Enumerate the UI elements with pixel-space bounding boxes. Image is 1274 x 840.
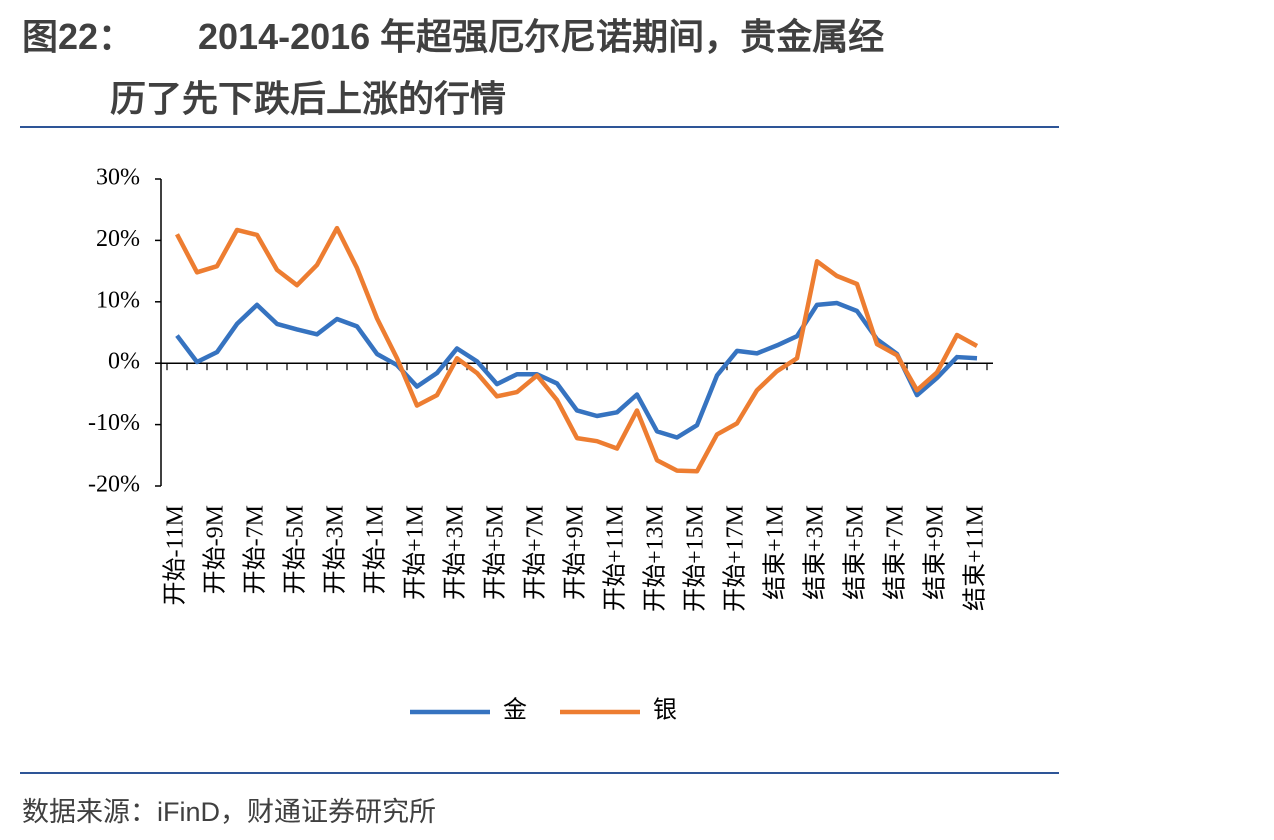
x-tick-label: 开始+15M bbox=[682, 505, 709, 612]
x-tick-label: 结束+1M bbox=[762, 505, 789, 600]
x-tick-label: 结束+5M bbox=[842, 505, 869, 600]
title-line: 2014-2016 年超强厄尔尼诺期间，贵金属经 bbox=[198, 16, 885, 57]
legend-label: 金 bbox=[503, 697, 527, 724]
series-line bbox=[175, 225, 979, 474]
y-tick-label: 30% bbox=[96, 165, 140, 191]
figure-label: 图22： bbox=[22, 16, 135, 57]
y-tick-label: -10% bbox=[88, 410, 140, 436]
bottom-rule bbox=[20, 772, 1059, 774]
x-tick-label: 开始-7M bbox=[242, 505, 269, 594]
x-tick-label: 开始+13M bbox=[642, 505, 669, 612]
y-tick-label: 0% bbox=[108, 349, 140, 375]
legend-label: 银 bbox=[653, 697, 677, 724]
x-tick-label: 开始-11M bbox=[162, 505, 189, 605]
x-tick-label: 开始-1M bbox=[362, 505, 389, 594]
x-tick-label: 开始+11M bbox=[602, 505, 629, 611]
x-tick-label: 开始+5M bbox=[482, 505, 509, 600]
title-line: 历了先下跌后上涨的行情 bbox=[110, 78, 507, 119]
x-tick-label: 结束+11M bbox=[962, 505, 989, 611]
x-tick-label: 开始+17M bbox=[722, 505, 749, 612]
y-tick-label: -20% bbox=[88, 472, 140, 498]
source: 数据来源：iFinD，财通证券研究所 bbox=[22, 797, 437, 827]
x-tick-label: 结束+7M bbox=[882, 505, 909, 600]
x-tick-label: 开始-9M bbox=[202, 505, 229, 594]
x-tick-label: 开始+9M bbox=[562, 505, 589, 600]
x-tick-label: 结束+3M bbox=[802, 505, 829, 600]
x-tick-label: 开始-5M bbox=[282, 505, 309, 594]
x-tick-label: 开始-3M bbox=[322, 505, 349, 594]
y-tick-label: 20% bbox=[96, 226, 140, 252]
series-line bbox=[175, 300, 978, 440]
x-tick-label: 开始+3M bbox=[442, 505, 469, 600]
x-tick-label: 开始+7M bbox=[522, 505, 549, 600]
top-rule bbox=[20, 126, 1059, 128]
x-tick-label: 开始+1M bbox=[402, 505, 429, 600]
y-tick-label: 10% bbox=[96, 287, 140, 313]
x-tick-label: 结束+9M bbox=[922, 505, 949, 600]
